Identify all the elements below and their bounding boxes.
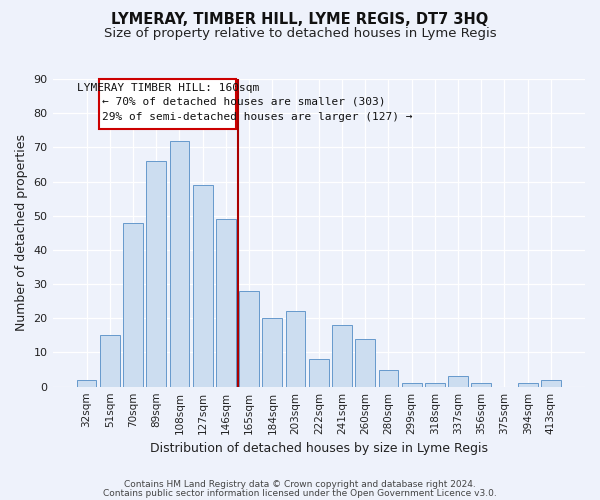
Bar	[146, 161, 166, 386]
Bar	[309, 360, 329, 386]
Text: Contains HM Land Registry data © Crown copyright and database right 2024.: Contains HM Land Registry data © Crown c…	[124, 480, 476, 489]
Text: 29% of semi-detached houses are larger (127) →: 29% of semi-detached houses are larger (…	[102, 112, 412, 122]
Bar	[448, 376, 468, 386]
Bar	[355, 339, 375, 386]
FancyBboxPatch shape	[100, 79, 236, 128]
Bar	[541, 380, 561, 386]
Text: LYMERAY TIMBER HILL: 160sqm: LYMERAY TIMBER HILL: 160sqm	[77, 82, 259, 92]
Bar	[425, 384, 445, 386]
Bar	[100, 336, 119, 386]
Bar	[332, 325, 352, 386]
Bar	[193, 185, 212, 386]
Text: Contains public sector information licensed under the Open Government Licence v3: Contains public sector information licen…	[103, 488, 497, 498]
Text: Size of property relative to detached houses in Lyme Regis: Size of property relative to detached ho…	[104, 28, 496, 40]
Bar	[472, 384, 491, 386]
Bar	[123, 222, 143, 386]
Y-axis label: Number of detached properties: Number of detached properties	[15, 134, 28, 332]
Bar	[286, 312, 305, 386]
Bar	[170, 140, 190, 386]
Bar	[216, 219, 236, 386]
Bar	[77, 380, 97, 386]
Bar	[402, 384, 422, 386]
Text: ← 70% of detached houses are smaller (303): ← 70% of detached houses are smaller (30…	[102, 96, 385, 106]
Bar	[239, 291, 259, 386]
Bar	[518, 384, 538, 386]
X-axis label: Distribution of detached houses by size in Lyme Regis: Distribution of detached houses by size …	[150, 442, 488, 455]
Text: LYMERAY, TIMBER HILL, LYME REGIS, DT7 3HQ: LYMERAY, TIMBER HILL, LYME REGIS, DT7 3H…	[112, 12, 488, 28]
Bar	[379, 370, 398, 386]
Bar	[262, 318, 282, 386]
